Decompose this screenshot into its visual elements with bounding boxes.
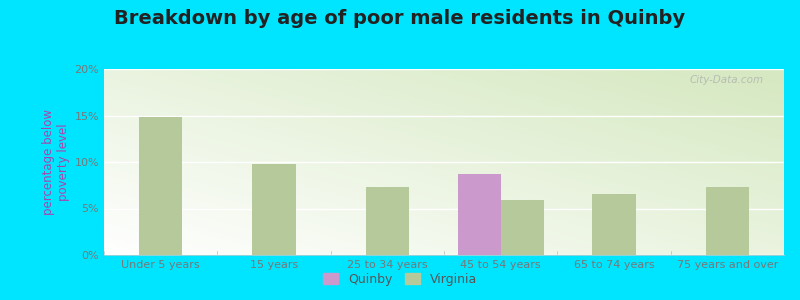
Text: City-Data.com: City-Data.com <box>690 75 763 85</box>
Bar <box>706 187 749 255</box>
Bar <box>139 117 182 255</box>
Bar <box>253 164 295 255</box>
Bar <box>458 174 501 255</box>
Y-axis label: percentage below
poverty level: percentage below poverty level <box>42 109 70 215</box>
Bar <box>501 200 544 255</box>
Legend: Quinby, Virginia: Quinby, Virginia <box>318 268 482 291</box>
Bar <box>366 187 409 255</box>
Bar <box>593 194 635 255</box>
Text: Breakdown by age of poor male residents in Quinby: Breakdown by age of poor male residents … <box>114 9 686 28</box>
